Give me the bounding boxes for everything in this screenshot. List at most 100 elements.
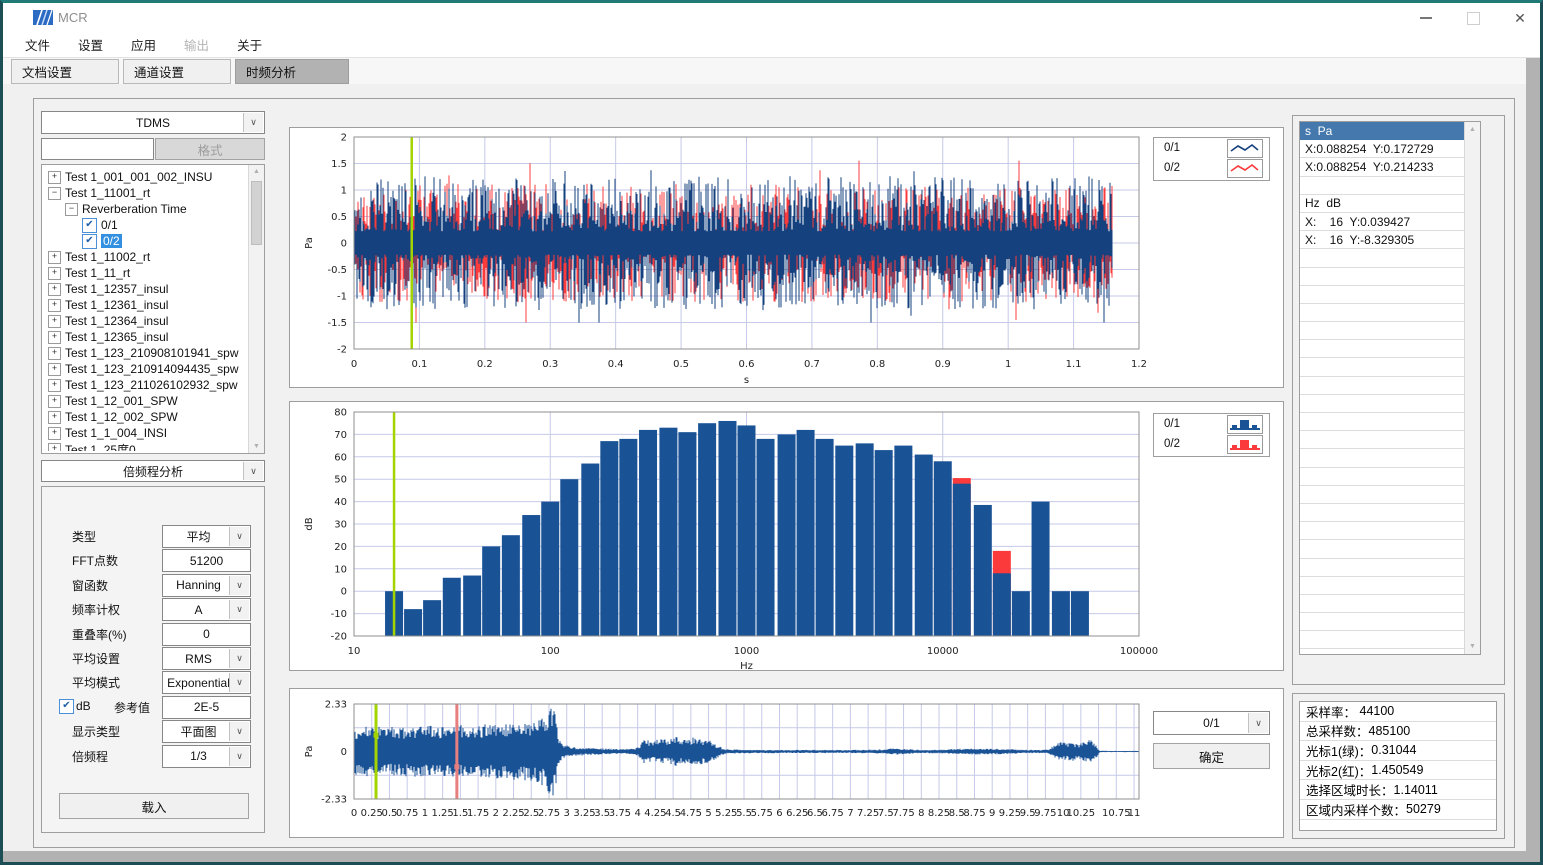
app-window: MCR ✕ 文件设置应用输出关于 文档设置通道设置时频分析 TDMS ∨ 格式 …	[0, 0, 1543, 865]
tree-item-label[interactable]: Test 1_1_004_INSI	[65, 426, 167, 440]
tree-expander-icon[interactable]: +	[48, 379, 61, 392]
file-format-select[interactable]: TDMS ∨	[41, 111, 265, 134]
cursor-readout-list[interactable]: s PaX:0.088254 Y:0.172729X:0.088254 Y:0.…	[1299, 121, 1481, 655]
type-select[interactable]: 平均∨	[162, 525, 251, 548]
tree-item[interactable]: + Test 1_12_002_SPW	[44, 409, 247, 425]
db-checkbox[interactable]: ✔	[59, 699, 74, 714]
tree-item[interactable]: ✔ 0/1	[44, 217, 247, 233]
tree-expander-icon[interactable]: +	[48, 171, 61, 184]
format-button[interactable]: 格式	[155, 138, 265, 160]
octave-select[interactable]: 1/3∨	[162, 745, 251, 768]
tree-checkbox[interactable]: ✔	[82, 234, 97, 249]
tree-item[interactable]: −Reverberation Time	[44, 201, 247, 217]
load-button[interactable]: 载入	[59, 793, 249, 819]
tree-item[interactable]: + Test 1_12364_insul	[44, 313, 247, 329]
tree-item-label[interactable]: Test 1_123_210908101941_spw	[65, 346, 238, 360]
tree-item-label[interactable]: 0/2	[101, 234, 122, 248]
tree-expander-icon[interactable]: −	[48, 187, 61, 200]
file-tree[interactable]: +Test 1_001_001_002_INSU−Test 1_11001_rt…	[41, 164, 265, 454]
menu-item-0[interactable]: 文件	[17, 35, 58, 54]
confirm-button[interactable]: 确定	[1153, 743, 1270, 769]
time-waveform-chart[interactable]: 00.10.20.30.40.50.60.70.80.911.11.221.51…	[290, 128, 1283, 387]
svg-text:10.25: 10.25	[1067, 808, 1096, 819]
tree-item[interactable]: + Test 1_25度0	[44, 441, 247, 451]
tree-item[interactable]: + Test 1_11002_rt	[44, 249, 247, 265]
tree-expander-icon[interactable]: −	[65, 203, 78, 216]
cursor-list-scrollbar[interactable]: ▲ ▼	[1464, 122, 1480, 654]
tree-expander-icon[interactable]: +	[48, 427, 61, 440]
average-setting-select[interactable]: RMS∨	[162, 647, 251, 670]
tree-item-label[interactable]: Test 1_11_rt	[65, 266, 130, 280]
tree-item[interactable]: + Test 1_12_001_SPW	[44, 393, 247, 409]
tab-time-frequency-analysis[interactable]: 时频分析	[235, 59, 349, 84]
menu-item-1[interactable]: 设置	[70, 35, 111, 54]
average-mode-select[interactable]: Exponential∨	[162, 671, 251, 694]
tree-expander-icon[interactable]: +	[48, 363, 61, 376]
tree-item-label[interactable]: Test 1_123_211026102932_spw	[65, 378, 238, 392]
menu-item-4[interactable]: 关于	[229, 35, 270, 54]
svg-text:0.5: 0.5	[382, 808, 398, 819]
full-record-panel[interactable]: 00.250.50.7511.251.51.7522.252.52.7533.2…	[289, 688, 1284, 838]
minimize-button[interactable]	[1411, 9, 1441, 27]
db-reference-input[interactable]: 2E-5	[162, 696, 251, 719]
menu-item-3[interactable]: 输出	[176, 35, 217, 54]
overlap-input[interactable]: 0	[162, 623, 251, 646]
tree-item-label[interactable]: Test 1_12361_insul	[65, 298, 168, 312]
tree-item[interactable]: + Test 1_1_004_INSI	[44, 425, 247, 441]
tree-expander-icon[interactable]: +	[48, 299, 61, 312]
tree-item-label[interactable]: 0/1	[101, 218, 118, 232]
tree-expander-icon[interactable]: +	[48, 395, 61, 408]
tree-item[interactable]: ✔ 0/2	[44, 233, 247, 249]
tree-item-label[interactable]: Test 1_25度0	[65, 441, 136, 452]
tree-item[interactable]: + Test 1_11_rt	[44, 265, 247, 281]
tree-item-label[interactable]: Reverberation Time	[82, 202, 187, 216]
tree-item-label[interactable]: Test 1_001_001_002_INSU	[65, 170, 212, 184]
tree-expander-icon[interactable]: +	[48, 251, 61, 264]
frequency-weighting-select[interactable]: A∨	[162, 598, 251, 621]
tree-item[interactable]: + Test 1_123_211026102932_spw	[44, 377, 247, 393]
tree-item-label[interactable]: Test 1_11001_rt	[65, 186, 150, 200]
window-function-select[interactable]: Hanning∨	[162, 574, 251, 597]
tree-item-label[interactable]: Test 1_12365_insul	[65, 330, 168, 344]
analysis-type-select[interactable]: 倍频程分析 ∨	[41, 460, 265, 482]
tree-item[interactable]: + Test 1_12361_insul	[44, 297, 247, 313]
tree-item-label[interactable]: Test 1_12357_insul	[65, 282, 168, 296]
tree-expander-icon[interactable]: +	[48, 411, 61, 424]
tree-item-label[interactable]: Test 1_123_210914094435_spw	[65, 362, 238, 376]
tree-expander-icon[interactable]: +	[48, 315, 61, 328]
tree-item-label[interactable]: Test 1_12364_insul	[65, 314, 168, 328]
tree-expander-icon[interactable]: +	[48, 443, 61, 452]
menu-item-2[interactable]: 应用	[123, 35, 164, 54]
tree-item-label[interactable]: Test 1_11002_rt	[65, 250, 150, 264]
tab-document-settings[interactable]: 文档设置	[11, 59, 119, 84]
tree-expander-icon[interactable]: +	[48, 331, 61, 344]
tree-scrollbar-thumb[interactable]	[251, 181, 262, 245]
tree-item-label[interactable]: Test 1_12_001_SPW	[65, 394, 178, 408]
svg-text:2: 2	[341, 133, 347, 144]
maximize-button[interactable]	[1458, 9, 1488, 27]
tree-item[interactable]: + Test 1_123_210908101941_spw	[44, 345, 247, 361]
tab-channel-settings[interactable]: 通道设置	[123, 59, 231, 84]
tree-item[interactable]: + Test 1_12357_insul	[44, 281, 247, 297]
full-record-chart[interactable]: 00.250.50.7511.251.51.7522.252.52.7533.2…	[290, 689, 1283, 837]
tree-expander-icon[interactable]: +	[48, 267, 61, 280]
time-waveform-panel[interactable]: 00.10.20.30.40.50.60.70.80.911.11.221.51…	[289, 127, 1284, 388]
octave-spectrum-panel[interactable]: 1010010001000010000080706050403020100-10…	[289, 401, 1284, 671]
svg-text:9.25: 9.25	[999, 808, 1021, 819]
tree-scrollbar[interactable]: ▲ ▼	[248, 165, 264, 453]
tree-item-label[interactable]: Test 1_12_002_SPW	[65, 410, 178, 424]
tree-expander-icon[interactable]: +	[48, 283, 61, 296]
tree-item[interactable]: + Test 1_001_001_002_INSU	[44, 169, 247, 185]
fft-points-input[interactable]: 51200	[162, 549, 251, 572]
octave-spectrum-chart[interactable]: 1010010001000010000080706050403020100-10…	[290, 402, 1283, 670]
tree-item[interactable]: −Test 1_11001_rt	[44, 185, 247, 201]
channel-select[interactable]: 0/1 ∨	[1153, 711, 1270, 735]
search-input[interactable]	[41, 138, 154, 160]
tree-item[interactable]: + Test 1_12365_insul	[44, 329, 247, 345]
svg-text:4.25: 4.25	[644, 808, 666, 819]
close-button[interactable]: ✕	[1505, 9, 1535, 27]
tree-item[interactable]: + Test 1_123_210914094435_spw	[44, 361, 247, 377]
display-type-select[interactable]: 平面图∨	[162, 720, 251, 743]
tree-expander-icon[interactable]: +	[48, 347, 61, 360]
tree-checkbox[interactable]: ✔	[82, 218, 97, 233]
